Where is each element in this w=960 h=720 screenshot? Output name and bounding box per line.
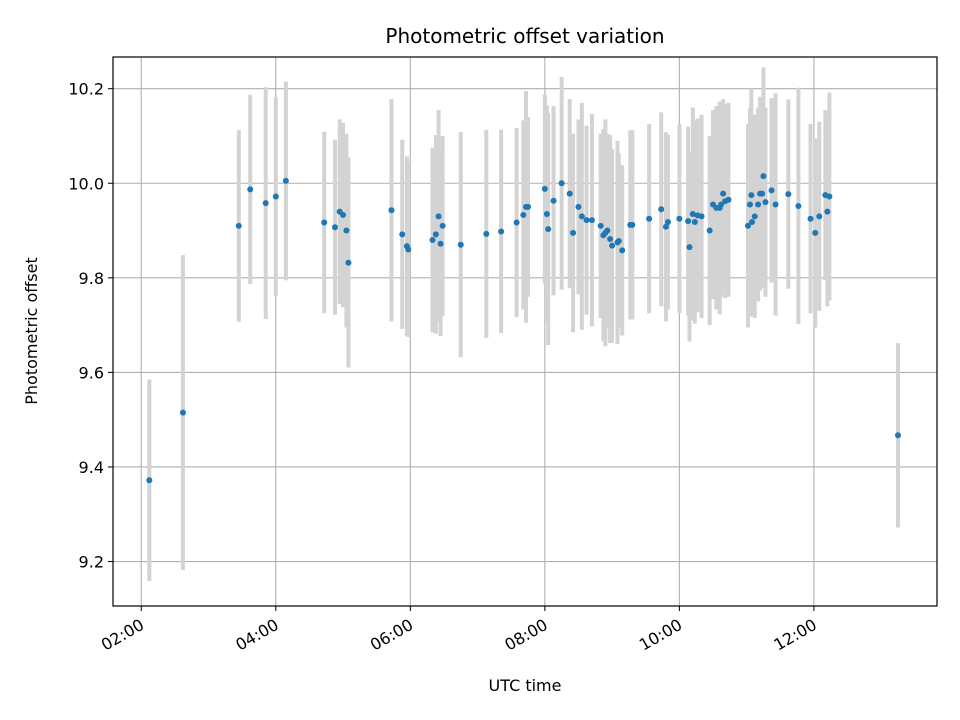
data-point bbox=[439, 222, 446, 229]
data-point bbox=[543, 210, 550, 217]
data-point bbox=[399, 231, 406, 238]
data-point bbox=[646, 215, 653, 222]
data-point bbox=[588, 217, 595, 224]
data-point bbox=[629, 221, 636, 228]
data-point bbox=[525, 203, 532, 210]
y-tick-label: 9.8 bbox=[79, 269, 104, 288]
data-point bbox=[321, 219, 328, 226]
data-point bbox=[685, 218, 692, 225]
data-point bbox=[282, 177, 289, 184]
data-point bbox=[457, 241, 464, 248]
data-point bbox=[664, 219, 671, 226]
data-point bbox=[604, 227, 611, 234]
data-point bbox=[583, 217, 590, 224]
data-point bbox=[744, 222, 751, 229]
data-point bbox=[725, 196, 732, 203]
data-point bbox=[662, 223, 669, 230]
data-point bbox=[816, 213, 823, 220]
data-point bbox=[747, 201, 754, 208]
data-point bbox=[812, 229, 819, 236]
data-point bbox=[619, 247, 626, 254]
data-point bbox=[146, 477, 153, 484]
data-point bbox=[520, 211, 527, 218]
data-point bbox=[340, 211, 347, 218]
y-axis-label: Photometric offset bbox=[22, 257, 41, 405]
data-point bbox=[686, 244, 693, 251]
data-point bbox=[432, 231, 439, 238]
data-point bbox=[706, 227, 713, 234]
data-point bbox=[578, 213, 585, 220]
data-point bbox=[331, 224, 338, 231]
data-point bbox=[755, 201, 762, 208]
data-point bbox=[718, 201, 725, 208]
data-point bbox=[570, 229, 577, 236]
data-point bbox=[388, 207, 395, 214]
y-tick-label: 9.4 bbox=[79, 458, 104, 477]
data-point bbox=[343, 227, 350, 234]
data-point bbox=[759, 190, 766, 197]
data-point bbox=[824, 208, 831, 215]
data-point bbox=[262, 200, 269, 207]
data-point bbox=[751, 213, 758, 220]
data-point bbox=[575, 203, 582, 210]
data-points bbox=[146, 173, 901, 484]
data-point bbox=[615, 237, 622, 244]
data-point bbox=[768, 187, 775, 194]
data-point bbox=[772, 201, 779, 208]
data-point bbox=[247, 186, 254, 193]
data-point bbox=[762, 199, 769, 206]
data-point bbox=[749, 219, 756, 226]
y-tick-label: 9.6 bbox=[79, 363, 104, 382]
data-point bbox=[748, 192, 755, 199]
data-point bbox=[541, 185, 548, 192]
data-point bbox=[513, 219, 520, 226]
data-point bbox=[405, 246, 412, 253]
data-point bbox=[272, 193, 279, 200]
y-tick-label: 10.0 bbox=[68, 174, 104, 193]
data-point bbox=[545, 226, 552, 233]
data-point bbox=[760, 173, 767, 180]
data-point bbox=[429, 237, 436, 243]
data-point bbox=[437, 240, 444, 247]
data-point bbox=[558, 180, 565, 187]
data-point bbox=[345, 259, 352, 266]
data-point bbox=[550, 197, 557, 204]
data-point bbox=[785, 191, 792, 198]
data-point bbox=[179, 409, 186, 416]
x-axis-label: UTC time bbox=[489, 676, 562, 695]
data-point bbox=[795, 202, 802, 209]
data-point bbox=[566, 190, 573, 197]
data-point bbox=[691, 219, 698, 226]
data-point bbox=[720, 190, 727, 197]
data-point bbox=[498, 228, 505, 235]
data-point bbox=[807, 215, 814, 222]
data-point bbox=[597, 222, 604, 229]
data-point bbox=[826, 193, 833, 200]
data-point bbox=[689, 210, 696, 217]
data-point bbox=[483, 230, 490, 237]
axes-frame bbox=[112, 56, 938, 607]
data-point bbox=[435, 213, 442, 220]
chart-title: Photometric offset variation bbox=[385, 24, 664, 48]
data-point bbox=[698, 213, 705, 220]
data-point bbox=[609, 242, 616, 249]
data-point bbox=[235, 222, 242, 229]
y-tick-label: 9.2 bbox=[79, 553, 104, 572]
data-point bbox=[607, 236, 614, 243]
y-tick-label: 10.2 bbox=[68, 80, 104, 99]
data-point bbox=[894, 432, 901, 439]
data-point bbox=[676, 215, 683, 222]
data-point bbox=[658, 206, 665, 213]
